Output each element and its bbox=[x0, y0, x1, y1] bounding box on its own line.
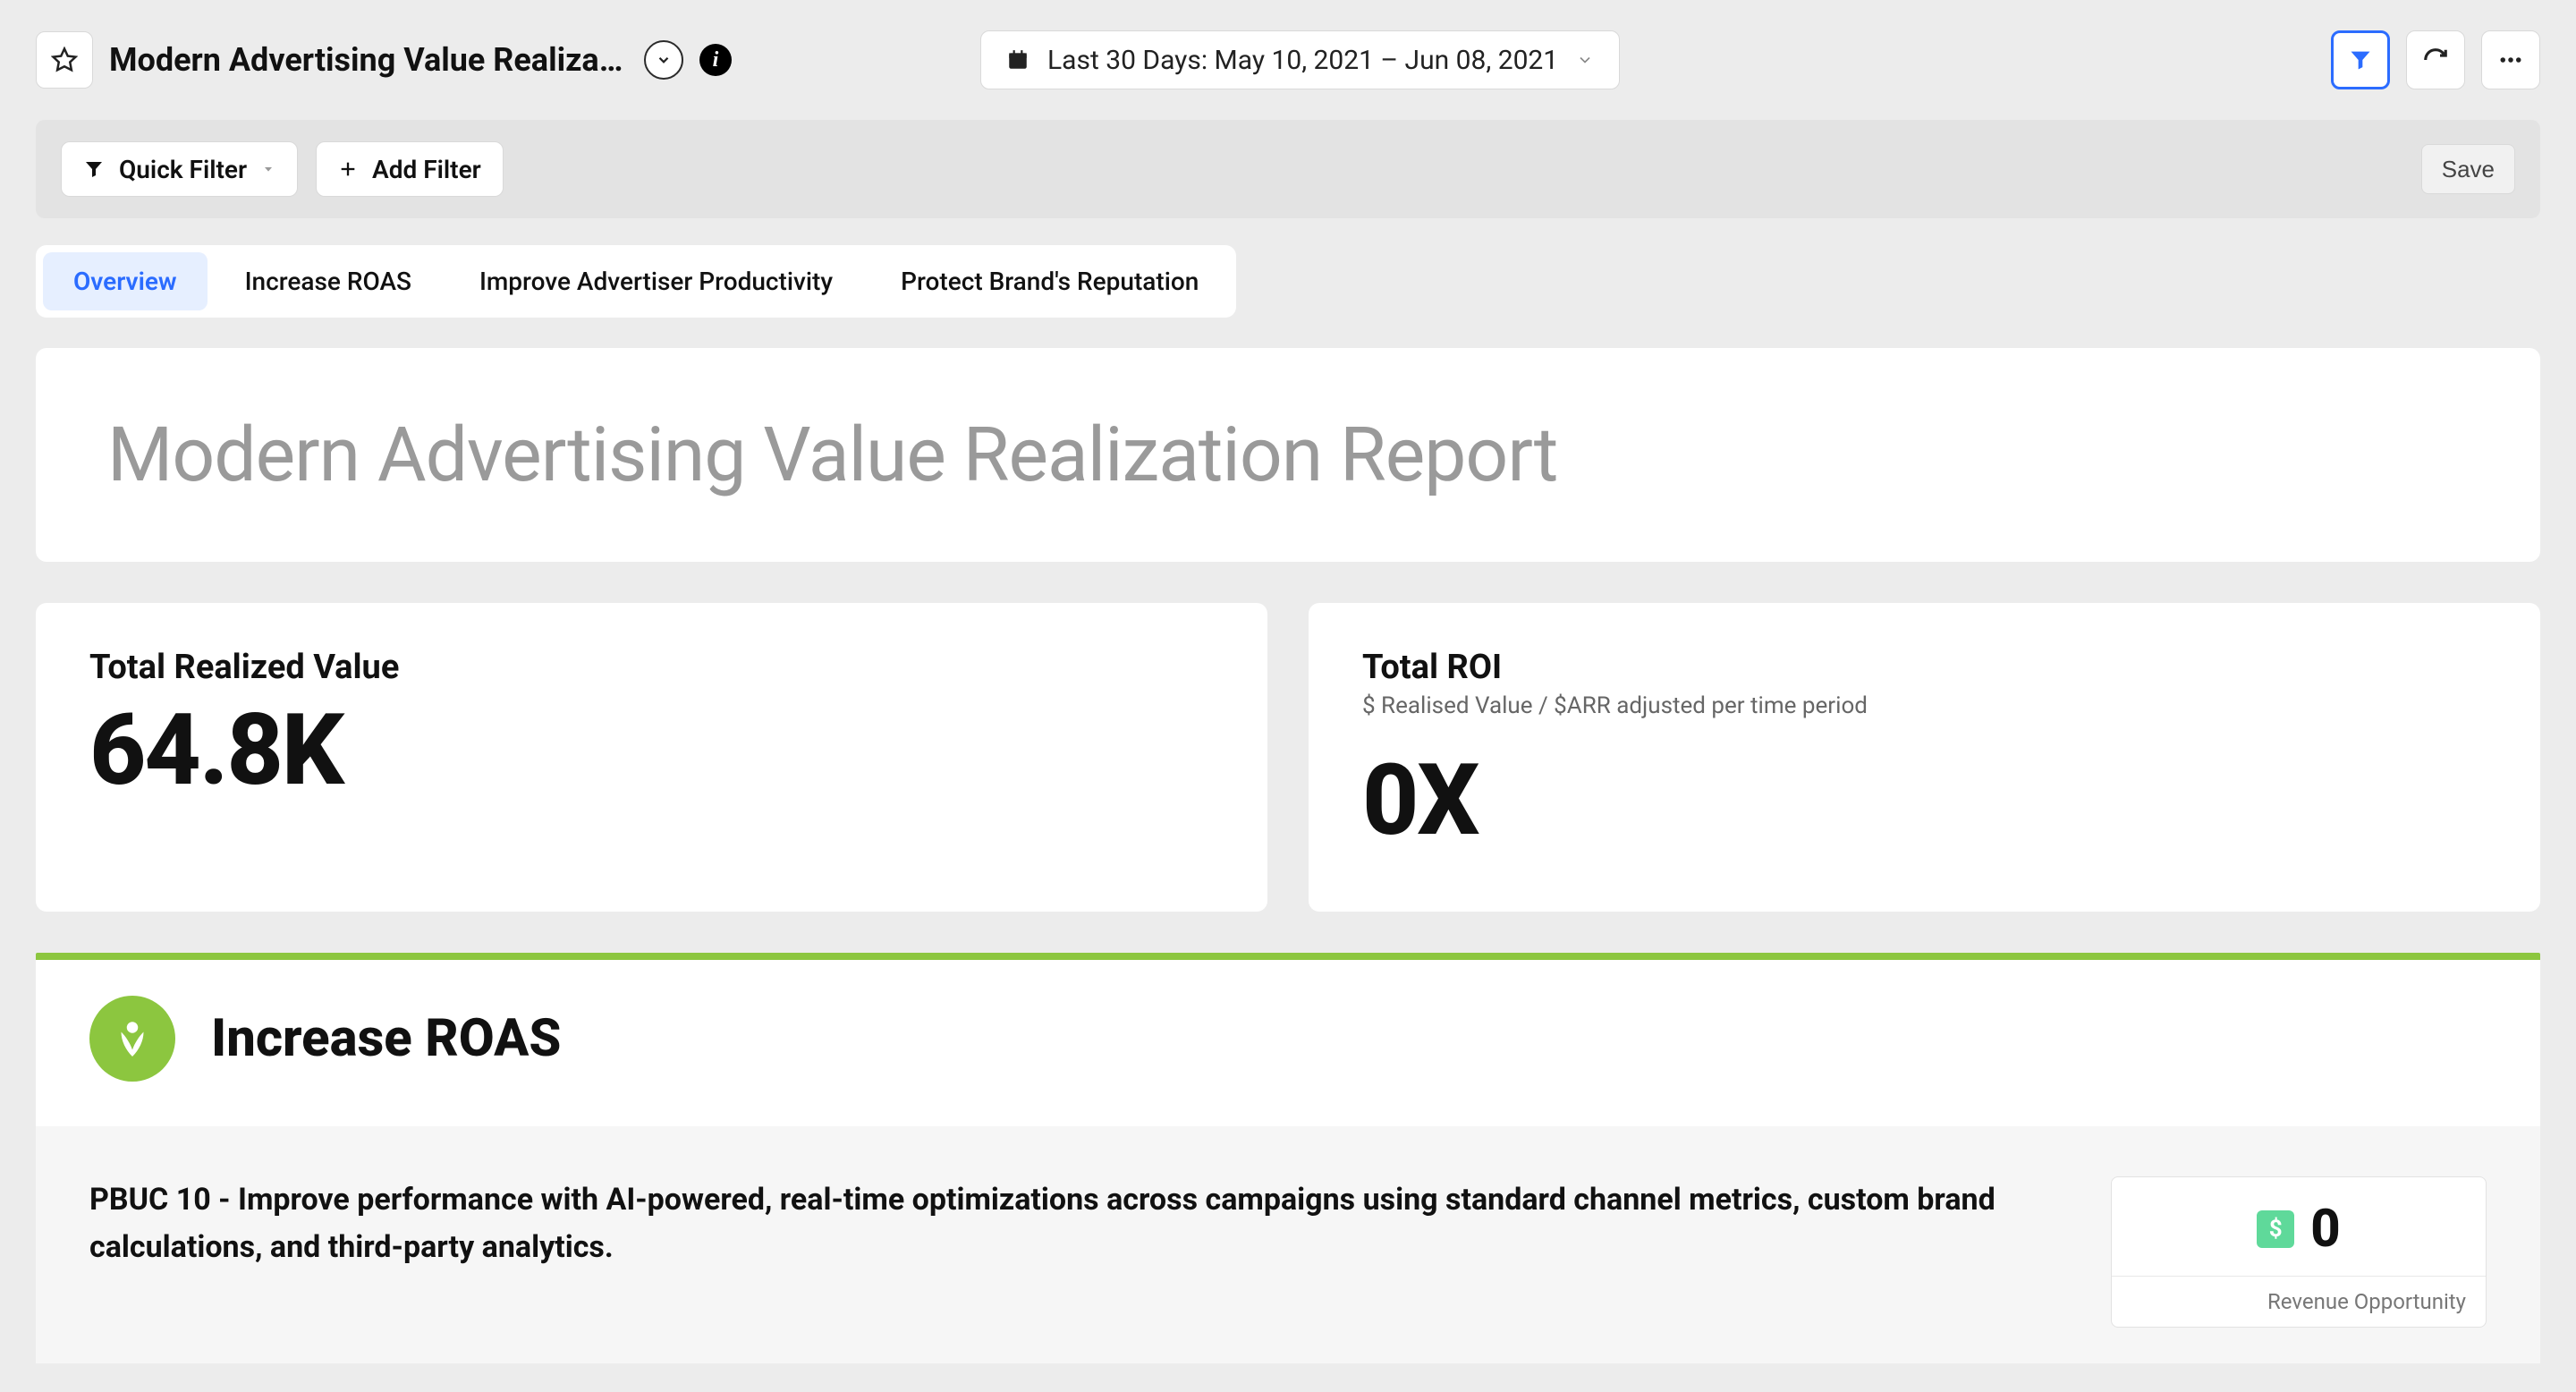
tabs: Overview Increase ROAS Improve Advertise… bbox=[36, 245, 1236, 318]
funnel-icon bbox=[2348, 47, 2373, 72]
revenue-opportunity-top: $ 0 bbox=[2112, 1177, 2486, 1277]
caret-down-icon bbox=[261, 162, 275, 176]
revenue-opportunity-value: 0 bbox=[2310, 1199, 2340, 1260]
save-filters-button[interactable]: Save bbox=[2421, 144, 2515, 194]
chevron-down-icon bbox=[1576, 51, 1594, 69]
report-title: Modern Advertising Value Realization Rep… bbox=[107, 411, 2469, 499]
tab-protect-brand[interactable]: Protect Brand's Reputation bbox=[870, 252, 1229, 310]
kpi-row: Total Realized Value 64.8K Total ROI $ R… bbox=[36, 603, 2540, 912]
favorite-button[interactable] bbox=[36, 31, 93, 89]
section-title: Increase ROAS bbox=[211, 1008, 561, 1069]
kpi-realized-value: Total Realized Value 64.8K bbox=[36, 603, 1267, 912]
title-dropdown-button[interactable] bbox=[644, 40, 683, 80]
kpi-label: Total Realized Value bbox=[89, 648, 1214, 687]
info-button[interactable]: i bbox=[699, 44, 732, 76]
plus-icon bbox=[338, 159, 358, 179]
date-range-label: Last 30 Days: May 10, 2021 – Jun 08, 202… bbox=[1047, 45, 1558, 76]
leaf-icon bbox=[89, 996, 175, 1082]
kpi-total-roi: Total ROI $ Realised Value / $ARR adjust… bbox=[1309, 603, 2540, 912]
filter-bar: Quick Filter Add Filter Save bbox=[36, 120, 2540, 218]
section-description: PBUC 10 - Improve performance with AI-po… bbox=[89, 1176, 2057, 1328]
page-title: Modern Advertising Value Realizati… bbox=[109, 41, 628, 79]
filter-toggle-button[interactable] bbox=[2331, 30, 2390, 89]
section-header: Increase ROAS bbox=[36, 960, 2540, 1126]
revenue-opportunity-label: Revenue Opportunity bbox=[2112, 1277, 2486, 1327]
top-bar: Modern Advertising Value Realizati… i La… bbox=[0, 0, 2576, 120]
calendar-icon bbox=[1006, 48, 1030, 72]
refresh-icon bbox=[2422, 47, 2449, 73]
info-icon: i bbox=[713, 48, 719, 72]
report-title-card: Modern Advertising Value Realization Rep… bbox=[36, 348, 2540, 562]
funnel-icon bbox=[83, 158, 105, 180]
add-filter-label: Add Filter bbox=[372, 155, 481, 184]
chevron-down-icon bbox=[656, 52, 672, 68]
kpi-label: Total ROI bbox=[1362, 648, 2487, 687]
revenue-opportunity-card: $ 0 Revenue Opportunity bbox=[2111, 1176, 2487, 1328]
add-filter-button[interactable]: Add Filter bbox=[316, 141, 504, 197]
title-wrap: Modern Advertising Value Realizati… i bbox=[109, 40, 732, 80]
dollar-badge-icon: $ bbox=[2257, 1210, 2294, 1248]
tab-improve-productivity[interactable]: Improve Advertiser Productivity bbox=[449, 252, 863, 310]
section-body: PBUC 10 - Improve performance with AI-po… bbox=[36, 1126, 2540, 1363]
quick-filter-label: Quick Filter bbox=[119, 155, 247, 184]
kpi-value: 64.8K bbox=[89, 692, 1214, 808]
tab-increase-roas[interactable]: Increase ROAS bbox=[215, 252, 442, 310]
section-increase-roas: Increase ROAS PBUC 10 - Improve performa… bbox=[36, 953, 2540, 1363]
more-button[interactable] bbox=[2481, 30, 2540, 89]
refresh-button[interactable] bbox=[2406, 30, 2465, 89]
kpi-value: 0X bbox=[1362, 743, 2487, 858]
tab-overview[interactable]: Overview bbox=[43, 252, 208, 310]
content-area: Overview Increase ROAS Improve Advertise… bbox=[0, 245, 2576, 1363]
date-range-button[interactable]: Last 30 Days: May 10, 2021 – Jun 08, 202… bbox=[980, 30, 1620, 89]
kpi-sublabel: $ Realised Value / $ARR adjusted per tim… bbox=[1362, 692, 2487, 719]
star-icon bbox=[51, 47, 78, 73]
quick-filter-button[interactable]: Quick Filter bbox=[61, 141, 298, 197]
more-horizontal-icon bbox=[2497, 47, 2524, 73]
